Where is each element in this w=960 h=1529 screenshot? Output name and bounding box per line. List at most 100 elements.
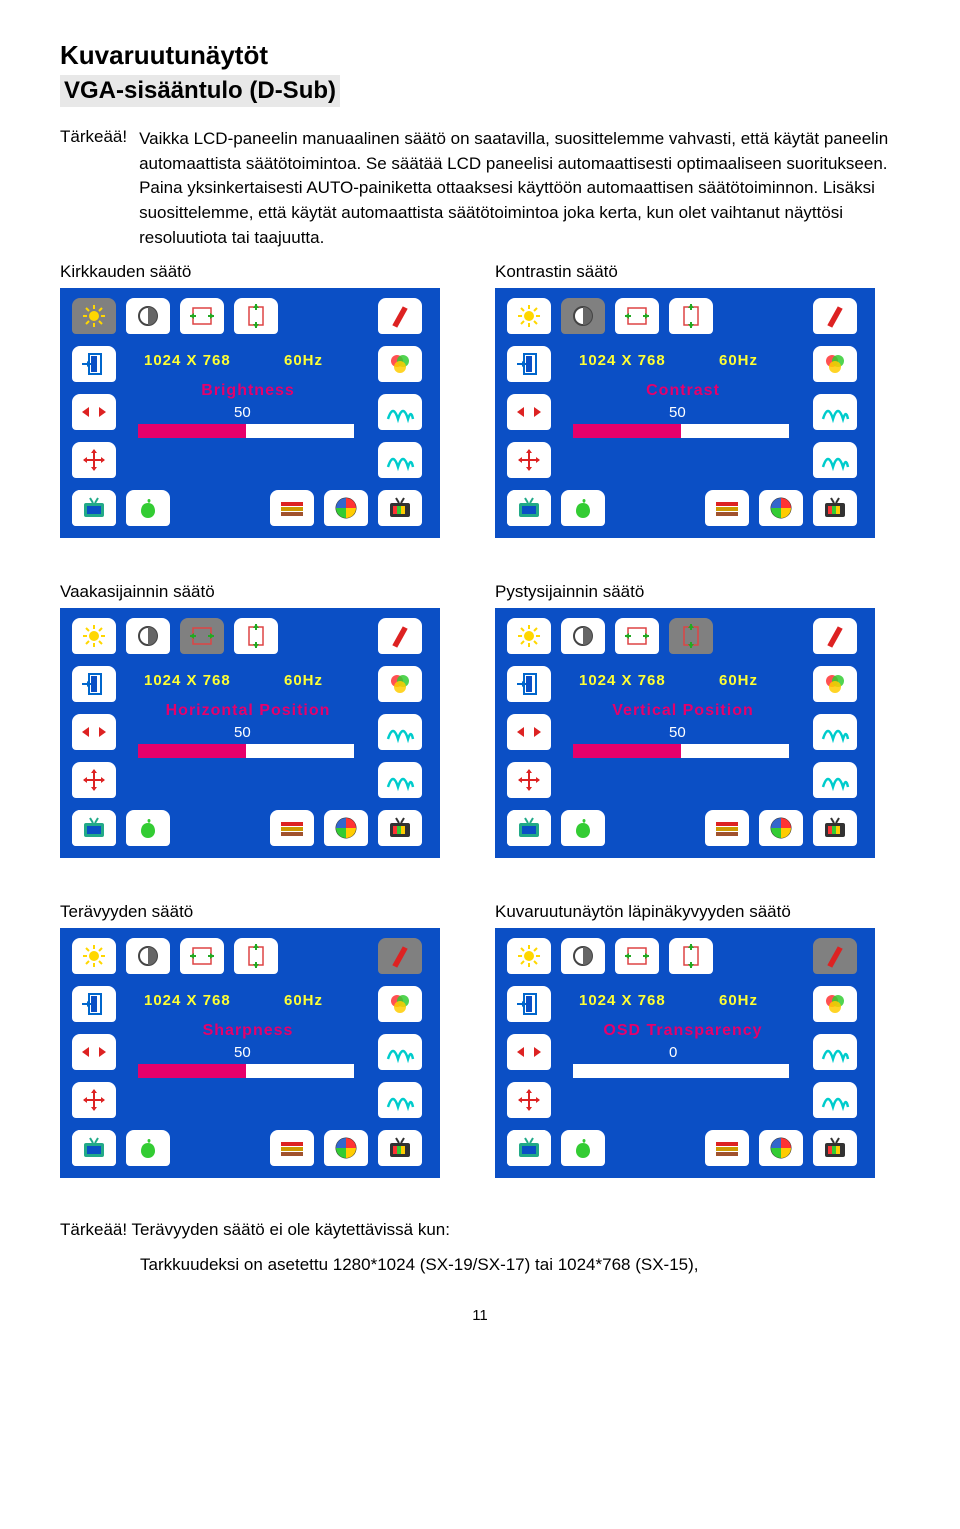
osd-right-icon[interactable] (378, 1082, 422, 1118)
osd-bottom-icon[interactable] (759, 810, 803, 846)
osd-bottom-icon[interactable] (759, 1130, 803, 1166)
osd-top-icon[interactable] (180, 938, 224, 974)
osd-right-icon[interactable] (378, 810, 422, 846)
osd-left-icon[interactable] (72, 1082, 116, 1118)
osd-bottom-icon[interactable] (561, 810, 605, 846)
osd-top-icon[interactable] (234, 298, 278, 334)
osd-right-icon[interactable] (813, 986, 857, 1022)
osd-top-icon[interactable] (507, 938, 551, 974)
osd-bottom-icon[interactable] (705, 490, 749, 526)
osd-bottom-icon[interactable] (507, 1130, 551, 1166)
osd-right-icon[interactable] (813, 762, 857, 798)
osd-top-icon[interactable] (507, 618, 551, 654)
osd-bottom-icon[interactable] (324, 490, 368, 526)
osd-right-icon[interactable] (813, 810, 857, 846)
osd-left-icon[interactable] (507, 1034, 551, 1070)
osd-bottom-icon[interactable] (72, 490, 116, 526)
osd-top-icon[interactable] (507, 298, 551, 334)
osd-bottom-icon[interactable] (705, 810, 749, 846)
osd-top-icon[interactable] (561, 298, 605, 334)
osd-top-icon[interactable] (72, 938, 116, 974)
osd-bottom-icon[interactable] (72, 810, 116, 846)
osd-left-icon[interactable] (507, 394, 551, 430)
osd-top-icon[interactable] (813, 938, 857, 974)
osd-right-icon[interactable] (378, 442, 422, 478)
osd-top-icon[interactable] (615, 618, 659, 654)
osd-right-icon[interactable] (813, 1082, 857, 1118)
osd-bottom-icon[interactable] (561, 490, 605, 526)
osd-right-icon[interactable] (378, 394, 422, 430)
osd-right-icon[interactable] (813, 442, 857, 478)
osd-top-icon[interactable] (234, 618, 278, 654)
osd-left-icon[interactable] (72, 714, 116, 750)
osd-top-icon[interactable] (615, 938, 659, 974)
osd-bottom-icon[interactable] (507, 490, 551, 526)
osd-right-icon[interactable] (378, 1130, 422, 1166)
osd-bottom-icon[interactable] (126, 810, 170, 846)
osd-right-icon[interactable] (378, 666, 422, 702)
osd-left-icon[interactable] (72, 1034, 116, 1070)
osd-refresh: 60Hz (719, 352, 758, 369)
panel-title: Kirkkauden säätö (60, 262, 465, 282)
osd-right-icon[interactable] (813, 666, 857, 702)
osd-top-icon[interactable] (378, 618, 422, 654)
osd-left-icon[interactable] (507, 1082, 551, 1118)
osd-top-icon[interactable] (813, 618, 857, 654)
osd-top-icon[interactable] (126, 618, 170, 654)
osd-top-icon[interactable] (234, 938, 278, 974)
osd-right-icon[interactable] (378, 762, 422, 798)
osd-bottom-icon[interactable] (72, 1130, 116, 1166)
osd-top-icon[interactable] (126, 298, 170, 334)
osd-bottom-icon[interactable] (759, 490, 803, 526)
osd-left-icon[interactable] (72, 442, 116, 478)
osd-right-icon[interactable] (378, 1034, 422, 1070)
osd-left-icon[interactable] (507, 442, 551, 478)
osd-right-icon[interactable] (378, 986, 422, 1022)
osd-top-icon[interactable] (669, 618, 713, 654)
osd-top-icon[interactable] (615, 298, 659, 334)
panel-col-right: Kuvaruutunäytön läpinäkyvyyden säätö1024… (495, 898, 900, 1178)
osd-bottom-icon[interactable] (561, 1130, 605, 1166)
osd-top-icon[interactable] (72, 618, 116, 654)
osd-right-icon[interactable] (378, 490, 422, 526)
osd-bottom-icon[interactable] (324, 810, 368, 846)
osd-top-icon[interactable] (669, 298, 713, 334)
osd-right-icon[interactable] (813, 714, 857, 750)
osd-left-icon[interactable] (72, 394, 116, 430)
osd-top-icon[interactable] (561, 938, 605, 974)
osd-bottom-icon[interactable] (270, 1130, 314, 1166)
osd-top-icon[interactable] (180, 618, 224, 654)
osd-bottom-icon[interactable] (126, 1130, 170, 1166)
osd-left-icon[interactable] (72, 762, 116, 798)
osd-top-icon[interactable] (126, 938, 170, 974)
osd-top-icon[interactable] (378, 938, 422, 974)
osd-bottom-icon[interactable] (270, 810, 314, 846)
osd-right-icon[interactable] (813, 490, 857, 526)
osd-bottom-icon[interactable] (705, 1130, 749, 1166)
osd-top-icon[interactable] (378, 298, 422, 334)
osd-left-icon[interactable] (72, 666, 116, 702)
osd-bottom-icon[interactable] (126, 490, 170, 526)
osd-left-icon[interactable] (507, 666, 551, 702)
osd-top-icon[interactable] (561, 618, 605, 654)
osd-right-icon[interactable] (813, 394, 857, 430)
osd-right-icon[interactable] (378, 346, 422, 382)
osd-left-icon[interactable] (507, 346, 551, 382)
osd-right-icon[interactable] (813, 346, 857, 382)
osd-right-icon[interactable] (378, 714, 422, 750)
osd-top-icon[interactable] (72, 298, 116, 334)
osd-bottom-icon[interactable] (507, 810, 551, 846)
osd-top-icon[interactable] (813, 298, 857, 334)
osd-top-icon[interactable] (180, 298, 224, 334)
osd-left-icon[interactable] (72, 346, 116, 382)
osd-left-icon[interactable] (507, 714, 551, 750)
osd-bar-track[interactable] (573, 1064, 789, 1078)
osd-bottom-icon[interactable] (270, 490, 314, 526)
osd-left-icon[interactable] (507, 986, 551, 1022)
osd-top-icon[interactable] (669, 938, 713, 974)
osd-left-icon[interactable] (72, 986, 116, 1022)
osd-right-icon[interactable] (813, 1130, 857, 1166)
osd-right-icon[interactable] (813, 1034, 857, 1070)
osd-left-icon[interactable] (507, 762, 551, 798)
osd-bottom-icon[interactable] (324, 1130, 368, 1166)
